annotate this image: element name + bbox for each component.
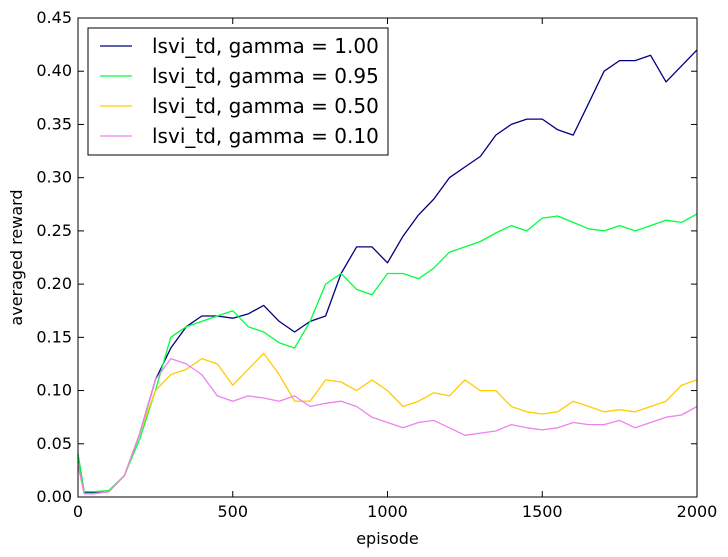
y-tick-label: 0.15 [36, 327, 72, 346]
legend-label-1: lsvi_td, gamma = 0.95 [152, 64, 379, 88]
legend-label-3: lsvi_td, gamma = 0.10 [152, 124, 379, 148]
legend-label-0: lsvi_td, gamma = 1.00 [152, 34, 379, 58]
legend-box [87, 27, 389, 156]
ticks-layer: 0 500 1000 1500 2000 0.00 0.05 0.10 0.15 0.20 0.25… [36, 8, 717, 521]
x-tick-label: 1500 [522, 502, 563, 521]
y-tick-label: 0.05 [36, 434, 72, 453]
series-line-2 [77, 352, 698, 495]
y-axis-label: averaged reward [7, 189, 26, 325]
y-tick-label: 0.30 [36, 168, 72, 187]
legend-label-2: lsvi_td, gamma = 0.50 [152, 94, 379, 118]
series-line-1 [77, 213, 698, 493]
series-line-3 [77, 357, 698, 495]
y-tick-label: 0.35 [36, 114, 72, 133]
x-tick-label: 0 [73, 502, 83, 521]
y-tick-label: 0.25 [36, 221, 72, 240]
y-tick-label: 0.00 [36, 487, 72, 506]
series-layer [77, 49, 698, 495]
x-tick-label: 1000 [367, 502, 408, 521]
y-tick-label: 0.45 [36, 8, 72, 27]
legend: lsvi_td, gamma = 1.00 lsvi_td, gamma = 0.… [87, 27, 389, 156]
x-tick-label: 500 [217, 502, 248, 521]
y-tick-label: 0.20 [36, 274, 72, 293]
y-tick-label: 0.10 [36, 381, 72, 400]
x-axis-label: episode [356, 529, 419, 548]
x-tick-label: 2000 [677, 502, 718, 521]
y-tick-label: 0.40 [36, 61, 72, 80]
series-line-0 [77, 49, 698, 494]
